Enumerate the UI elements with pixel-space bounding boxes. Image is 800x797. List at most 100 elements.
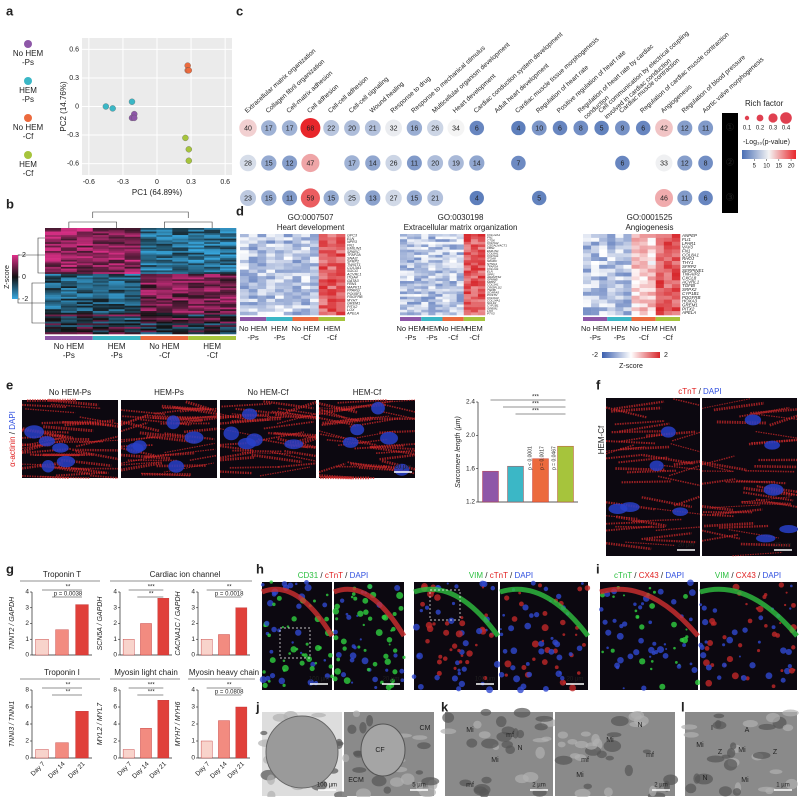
heat-cell xyxy=(663,272,673,277)
go-count: 11 xyxy=(681,195,688,202)
cell xyxy=(366,667,371,672)
heat-cell xyxy=(92,311,109,314)
heat-cell xyxy=(663,237,673,243)
heat-cell xyxy=(435,307,443,311)
heat-cell xyxy=(623,249,632,254)
heat-cell xyxy=(140,235,157,238)
heat-cell xyxy=(140,282,157,285)
cell xyxy=(559,679,566,686)
heat-cell xyxy=(45,328,62,331)
heat-cell xyxy=(140,325,157,328)
gene-label: CYP1B1 xyxy=(682,291,700,296)
heat-cell xyxy=(599,284,608,289)
fiber xyxy=(219,445,254,452)
heat-cell xyxy=(240,266,250,270)
cell xyxy=(383,653,389,659)
heat-cell xyxy=(318,276,328,280)
heat-cell xyxy=(248,237,258,241)
cell xyxy=(581,582,584,585)
heat-cell xyxy=(655,237,665,243)
heat-cell xyxy=(301,259,311,264)
heat-cell xyxy=(456,286,465,290)
cell xyxy=(454,584,459,589)
heat-cell xyxy=(140,293,157,296)
fiber xyxy=(769,414,798,427)
heat-cell xyxy=(607,261,616,266)
stain-label: VIM / CX43 / DAPI xyxy=(715,571,781,580)
heat-cell xyxy=(463,286,472,290)
heat-cell xyxy=(76,254,94,257)
organelle xyxy=(591,733,600,745)
stain-part: / xyxy=(8,430,17,437)
heat-cell xyxy=(92,265,109,268)
cell xyxy=(524,622,532,630)
cell xyxy=(427,590,434,598)
heat-cell xyxy=(456,257,465,261)
micrograph xyxy=(554,711,679,797)
heat-cell xyxy=(92,270,109,273)
heat-cell xyxy=(301,298,311,303)
heat-cell xyxy=(283,289,293,293)
heat-cell xyxy=(623,276,632,281)
heat-cell xyxy=(428,301,436,305)
heat-cell xyxy=(449,273,457,277)
heat-cell xyxy=(124,279,141,282)
fiber xyxy=(743,491,794,502)
heat-cell xyxy=(456,270,465,274)
heat-cell xyxy=(663,295,673,300)
heat-cell xyxy=(275,266,285,270)
heat-cell xyxy=(45,263,62,266)
heat-cell xyxy=(76,312,94,315)
heat-cell xyxy=(266,256,276,261)
heat-cell xyxy=(257,295,267,300)
heat-cell xyxy=(204,279,221,282)
heat-cell xyxy=(607,253,616,258)
heat-cell xyxy=(421,299,429,303)
heat-cell xyxy=(92,319,109,322)
gene-label: COL1A1 xyxy=(487,267,499,271)
heat-cell xyxy=(45,250,62,254)
heat-cell xyxy=(140,270,157,273)
heat-cell xyxy=(615,264,624,270)
cell xyxy=(577,586,583,592)
heat-cell xyxy=(188,332,205,335)
heat-cell xyxy=(92,305,109,308)
heat-cell xyxy=(45,296,62,299)
x-tick-label: Day 21 xyxy=(226,760,246,780)
cell xyxy=(651,651,656,655)
heat-cell xyxy=(172,259,189,262)
heat-cell xyxy=(449,252,457,256)
cell xyxy=(787,664,792,669)
heat-cell xyxy=(591,284,600,289)
gene-label: COL3A1 xyxy=(487,283,499,287)
heat-cell xyxy=(248,282,258,287)
cell xyxy=(687,579,694,586)
go-count: 22 xyxy=(327,125,335,132)
group-label: -Cf xyxy=(448,333,459,342)
fiber xyxy=(318,462,346,474)
organelle xyxy=(769,769,783,775)
heat-cell xyxy=(124,316,141,319)
heat-cell xyxy=(591,237,600,243)
heat-cell xyxy=(477,296,486,300)
heat-cell xyxy=(599,241,608,246)
heat-cell xyxy=(266,269,276,274)
fiber xyxy=(701,461,747,472)
heat-cell xyxy=(463,304,472,308)
cell xyxy=(639,624,645,630)
nucleus xyxy=(246,433,263,447)
heat-cell xyxy=(172,254,189,257)
y-tick-label: 4 xyxy=(25,721,29,728)
heat-cell xyxy=(140,233,157,236)
heat-cell xyxy=(477,252,486,256)
heat-cell xyxy=(204,240,221,243)
cell xyxy=(301,653,305,657)
heat-cell xyxy=(204,314,221,317)
heat-cell xyxy=(301,234,311,238)
cell xyxy=(385,668,389,672)
cell xyxy=(374,685,378,690)
heat-cell xyxy=(283,276,293,280)
heat-cell xyxy=(204,325,221,328)
heat-cell xyxy=(421,304,429,308)
heat-cell xyxy=(156,316,173,319)
